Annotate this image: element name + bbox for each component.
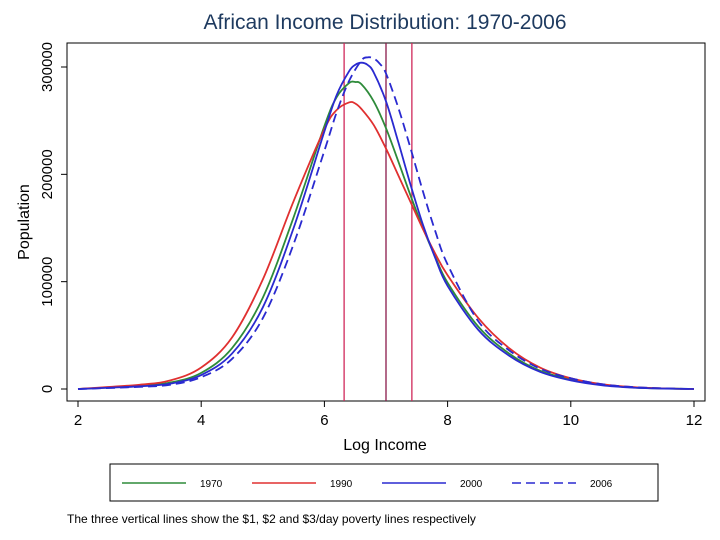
y-axis: 0 100000 200000 300000	[39, 42, 67, 393]
y-tick-label: 0	[39, 385, 56, 393]
x-axis: 2 4 6 8 10 12	[74, 401, 703, 429]
x-tick-label: 2	[74, 412, 82, 429]
series-line-1970	[77, 80, 695, 390]
poverty-lines	[343, 43, 413, 401]
series-line-2000	[77, 61, 695, 390]
x-tick-label: 10	[562, 412, 579, 429]
x-axis-label: Log Income	[343, 437, 427, 454]
legend-label-2000: 2000	[460, 479, 483, 490]
y-tick-label: 200000	[39, 149, 56, 199]
legend-label-1970: 1970	[200, 479, 223, 490]
chart-title: African Income Distribution: 1970-2006	[203, 11, 566, 34]
x-tick-label: 8	[443, 412, 451, 429]
legend: 1970 1990 2000 2006	[122, 479, 613, 490]
y-tick-label: 300000	[39, 42, 56, 92]
series-lines	[77, 56, 695, 390]
y-tick-label: 100000	[39, 257, 56, 307]
x-tick-label: 6	[320, 412, 328, 429]
x-tick-label: 4	[197, 412, 205, 429]
x-tick-label: 12	[686, 412, 703, 429]
footnote: The three vertical lines show the $1, $2…	[67, 512, 476, 526]
series-line-2006	[77, 56, 695, 390]
legend-label-1990: 1990	[330, 479, 353, 490]
y-axis-label: Population	[16, 184, 33, 260]
legend-label-2006: 2006	[590, 479, 613, 490]
